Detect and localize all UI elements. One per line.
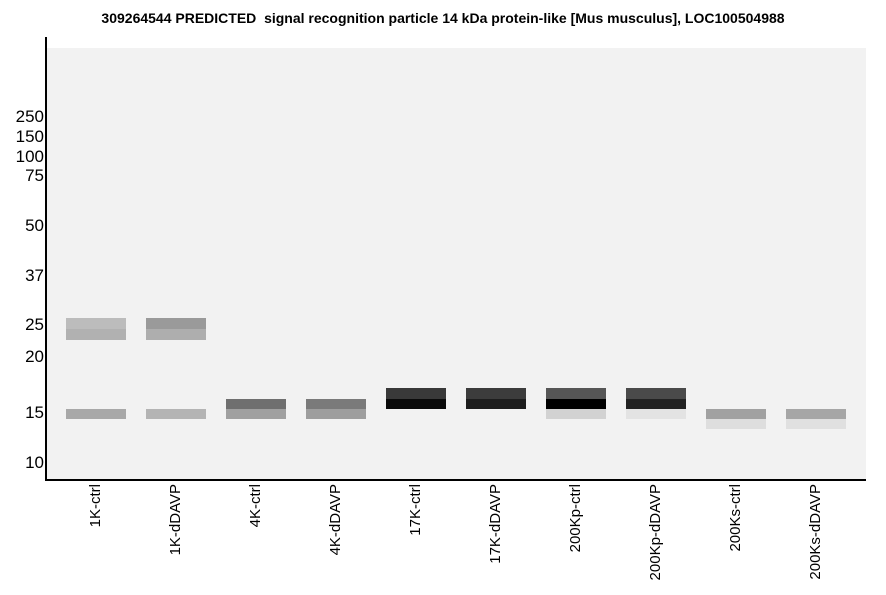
band-stripe <box>226 399 286 409</box>
band-stripe <box>546 388 606 399</box>
band-stripe <box>306 409 366 419</box>
band-stripe <box>626 388 686 399</box>
plot-area <box>47 48 866 479</box>
lane-label-200Kp-dDAVP: 200Kp-dDAVP <box>647 484 664 581</box>
lane-label-17K-dDAVP: 17K-dDAVP <box>487 484 504 564</box>
band-stripe <box>146 409 206 419</box>
lane-label-200Ks-ctrl: 200Ks-ctrl <box>727 484 744 552</box>
band-stripe <box>226 409 286 419</box>
band-stripe <box>386 388 446 399</box>
y-tick-label-100: 100 <box>15 147 44 166</box>
band-stripe <box>386 399 446 409</box>
y-tick-label-37: 37 <box>25 266 44 285</box>
lane-label-17K-ctrl: 17K-ctrl <box>407 484 424 536</box>
band-stripe <box>626 399 686 409</box>
band-stripe <box>786 419 846 429</box>
band-stripe <box>146 329 206 340</box>
band-stripe <box>66 318 126 329</box>
y-tick-label-25: 25 <box>25 315 44 334</box>
x-axis-line <box>45 479 866 481</box>
band-stripe <box>706 419 766 429</box>
y-tick-label-150: 150 <box>15 127 44 146</box>
lane-label-1K-dDAVP: 1K-dDAVP <box>167 484 184 556</box>
band-stripe <box>66 409 126 419</box>
band-stripe <box>786 409 846 419</box>
band-stripe <box>466 399 526 409</box>
band-stripe <box>626 409 686 419</box>
band-stripe <box>706 409 766 419</box>
band-stripe <box>466 388 526 399</box>
y-tick-label-10: 10 <box>25 453 44 472</box>
band-stripe <box>546 409 606 419</box>
y-tick-label-20: 20 <box>25 347 44 366</box>
band-stripe <box>146 318 206 329</box>
y-tick-label-15: 15 <box>25 403 44 422</box>
band-stripe <box>66 329 126 340</box>
lane-label-1K-ctrl: 1K-ctrl <box>87 484 104 528</box>
chart-title: 309264544 PREDICTED signal recognition p… <box>101 10 785 26</box>
lane-label-4K-ctrl: 4K-ctrl <box>247 484 264 528</box>
y-tick-label-75: 75 <box>25 166 44 185</box>
y-axis-line <box>45 37 47 481</box>
band-stripe <box>546 399 606 409</box>
y-tick-label-250: 250 <box>15 107 44 126</box>
lane-label-200Ks-dDAVP: 200Ks-dDAVP <box>807 484 824 580</box>
lane-label-4K-dDAVP: 4K-dDAVP <box>327 484 344 556</box>
y-tick-label-50: 50 <box>25 216 44 235</box>
band-stripe <box>306 399 366 409</box>
lane-label-200Kp-ctrl: 200Kp-ctrl <box>567 484 584 553</box>
